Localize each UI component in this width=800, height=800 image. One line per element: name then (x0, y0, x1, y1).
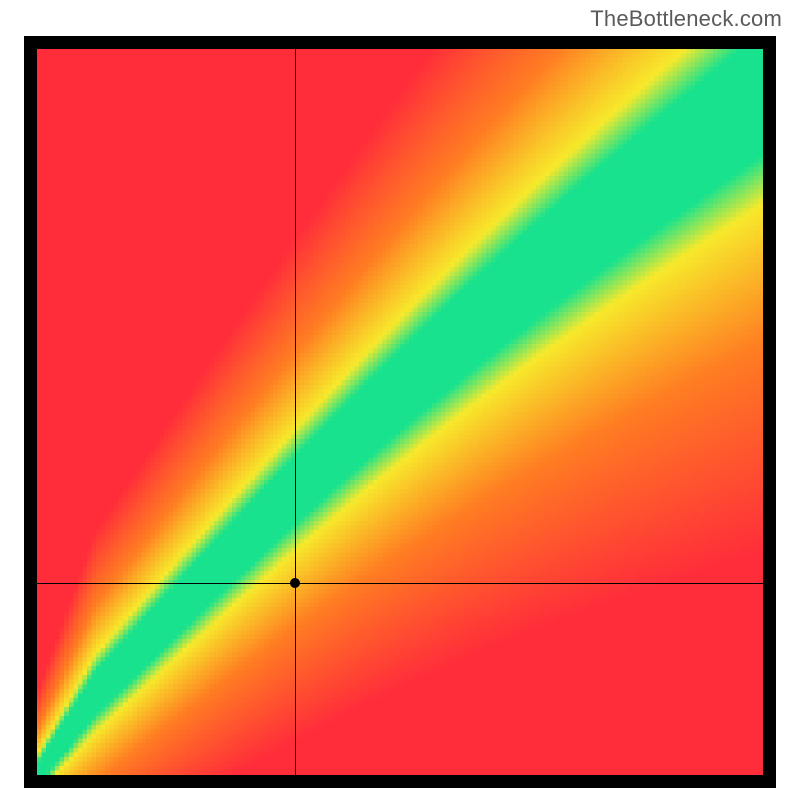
watermark-text: TheBottleneck.com (590, 6, 782, 32)
crosshair-vertical (295, 49, 296, 775)
bottleneck-marker-dot (290, 578, 300, 588)
crosshair-horizontal (37, 583, 763, 584)
heatmap-canvas (37, 49, 763, 775)
plot-frame (24, 36, 776, 788)
chart-container: TheBottleneck.com (0, 0, 800, 800)
